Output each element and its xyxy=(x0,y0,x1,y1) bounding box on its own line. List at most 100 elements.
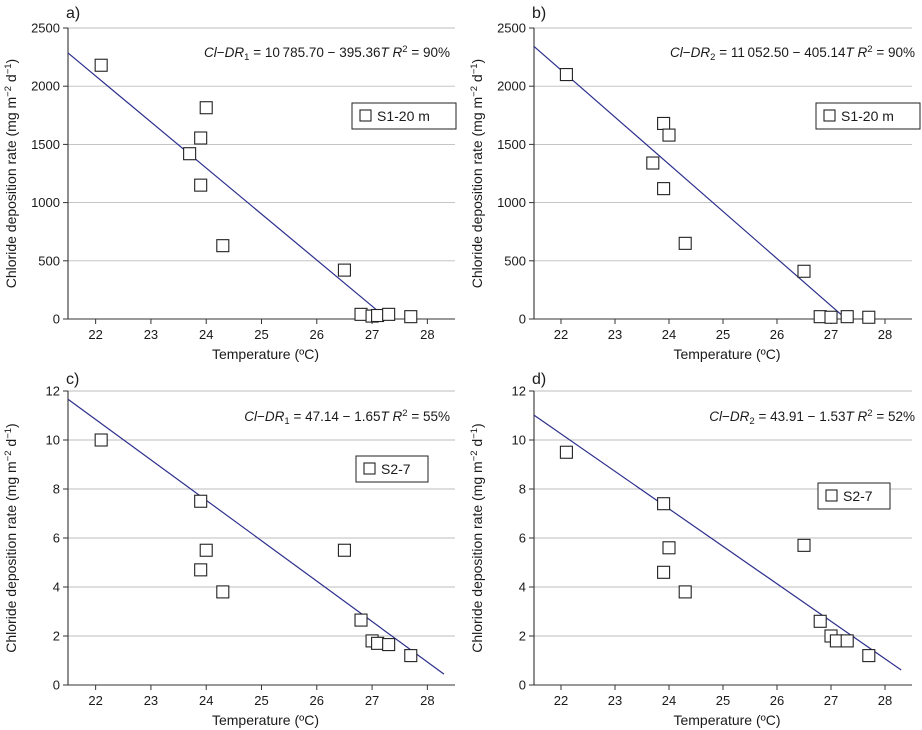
y-tick-label: 8 xyxy=(519,482,526,497)
y-tick-label: 12 xyxy=(512,384,526,399)
data-point xyxy=(194,131,208,145)
x-tick-label: 25 xyxy=(254,327,268,342)
x-tick-label: 27 xyxy=(824,693,838,708)
panel-label: d) xyxy=(532,371,546,388)
panel-label: a) xyxy=(66,5,80,22)
y-tick-label: 10 xyxy=(512,433,526,448)
y-tick-label: 1000 xyxy=(31,195,60,210)
x-tick-label: 28 xyxy=(420,327,434,342)
data-point xyxy=(194,563,208,577)
data-point xyxy=(337,263,351,277)
data-point xyxy=(662,128,676,142)
data-point xyxy=(657,116,671,130)
legend: S1-20 m xyxy=(815,102,921,130)
x-tick-label: 24 xyxy=(199,693,213,708)
data-point xyxy=(657,182,671,196)
data-point xyxy=(382,307,396,321)
data-point xyxy=(337,543,351,557)
x-tick-label: 28 xyxy=(420,693,434,708)
data-point xyxy=(183,147,197,161)
data-point xyxy=(371,636,385,650)
x-tick-label: 22 xyxy=(88,327,102,342)
data-point xyxy=(94,58,108,72)
y-tick-label: 500 xyxy=(504,253,526,268)
data-point xyxy=(194,178,208,192)
regression-line xyxy=(67,398,445,675)
x-tick-label: 25 xyxy=(716,327,730,342)
x-tick-label: 28 xyxy=(878,693,892,708)
legend: S1-20 m xyxy=(351,102,457,130)
y-tick-label: 2 xyxy=(519,629,526,644)
data-point xyxy=(354,613,368,627)
x-tick-label: 23 xyxy=(608,693,622,708)
y-tick-label: 6 xyxy=(519,531,526,546)
data-point xyxy=(199,101,213,115)
y-tick-label: 0 xyxy=(519,678,526,693)
regression-line xyxy=(533,45,847,320)
y-tick-label: 2000 xyxy=(31,79,60,94)
chart-panel-a: 22 23 24 25 26 27 28 0 500 1000 1500 2000 2500 Temper… xyxy=(3,5,457,362)
data-point xyxy=(216,239,230,253)
data-point xyxy=(194,494,208,508)
data-point xyxy=(797,264,811,278)
data-point xyxy=(404,310,418,324)
y-axis-label: Chloride deposition rate (mg m−2 d−1) xyxy=(469,59,485,288)
y-tick-label: 1000 xyxy=(497,195,526,210)
data-point xyxy=(862,310,876,324)
regression-equation: Cl−DR1 = 10 785.70 − 395.36T R2 = 90% xyxy=(204,44,450,63)
regression-line xyxy=(67,52,388,320)
data-point xyxy=(813,614,827,628)
y-axis-label: Chloride deposition rate (mg m−2 d−1) xyxy=(469,423,485,652)
y-tick-label: 4 xyxy=(519,580,526,595)
data-point xyxy=(678,236,692,250)
data-point xyxy=(824,310,838,324)
data-point xyxy=(354,307,368,321)
y-tick-label: 6 xyxy=(53,531,60,546)
x-tick-label: 27 xyxy=(824,327,838,342)
data-point xyxy=(662,541,676,555)
data-point xyxy=(216,585,230,599)
data-point xyxy=(199,543,213,557)
y-tick-label: 12 xyxy=(46,384,60,399)
data-point xyxy=(829,634,843,648)
y-tick-label: 0 xyxy=(53,678,60,693)
legend-marker xyxy=(823,109,836,122)
x-tick-label: 23 xyxy=(608,327,622,342)
x-tick-label: 24 xyxy=(199,327,213,342)
x-tick-label: 25 xyxy=(254,693,268,708)
data-point xyxy=(559,68,573,82)
x-tick-label: 27 xyxy=(365,693,379,708)
y-tick-label: 2500 xyxy=(31,21,60,36)
y-tick-label: 500 xyxy=(38,253,60,268)
y-axis-label: Chloride deposition rate (mg m−2 d−1) xyxy=(3,423,19,652)
x-tick-label: 24 xyxy=(662,693,676,708)
chart-panel-b: 22 23 24 25 26 27 28 0 500 1000 1500 2000 2500 Temper… xyxy=(469,5,921,362)
data-point xyxy=(862,649,876,663)
regression-equation: Cl−DR1 = 47.14 − 1.65T R2 = 55% xyxy=(244,408,450,427)
regression-line xyxy=(533,414,902,671)
x-axis-label: Temperature (ºC) xyxy=(212,346,319,362)
x-tick-label: 26 xyxy=(770,693,784,708)
y-tick-label: 0 xyxy=(519,312,526,327)
x-tick-label: 22 xyxy=(88,693,102,708)
legend-marker xyxy=(363,462,376,475)
data-point xyxy=(840,310,854,324)
data-point xyxy=(404,649,418,663)
data-point xyxy=(94,433,108,447)
x-axis-label: Temperature (ºC) xyxy=(212,712,319,728)
legend-label: S1-20 m xyxy=(377,108,430,124)
y-tick-label: 0 xyxy=(53,312,60,327)
data-point xyxy=(657,565,671,579)
legend-marker xyxy=(359,109,372,122)
legend: S2-7 xyxy=(817,482,891,510)
data-point xyxy=(813,310,827,324)
panel-label: b) xyxy=(532,5,546,22)
legend-label: S1-20 m xyxy=(841,108,894,124)
legend: S2-7 xyxy=(355,455,429,483)
panel-label: c) xyxy=(66,371,79,388)
x-axis-label: Temperature (ºC) xyxy=(673,712,780,728)
x-tick-label: 22 xyxy=(554,693,568,708)
y-tick-label: 10 xyxy=(46,433,60,448)
